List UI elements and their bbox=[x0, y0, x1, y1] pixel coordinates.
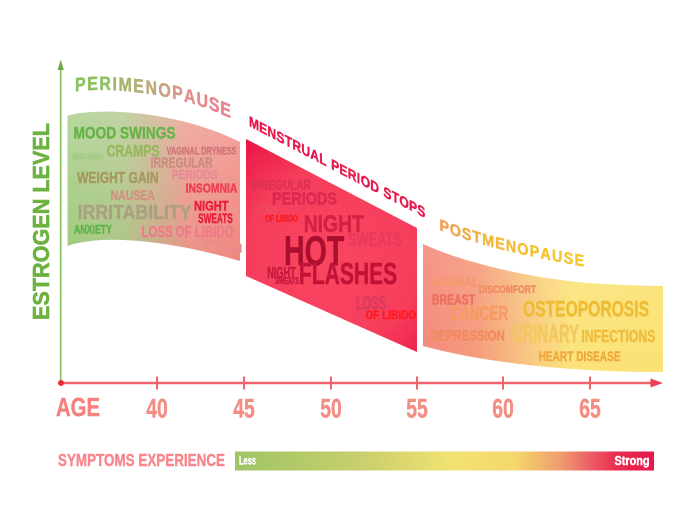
svg-text:O: O bbox=[450, 221, 461, 242]
svg-text:I: I bbox=[357, 170, 360, 188]
svg-text:P: P bbox=[440, 217, 450, 238]
svg-text:CRAMPS: CRAMPS bbox=[107, 143, 160, 161]
svg-text:NIGHT: NIGHT bbox=[194, 199, 229, 214]
svg-text:ANXIETY: ANXIETY bbox=[74, 223, 112, 237]
svg-text:R: R bbox=[348, 165, 357, 186]
svg-text:60: 60 bbox=[492, 393, 514, 423]
svg-text:E: E bbox=[495, 234, 505, 254]
svg-text:SYMPTOMS EXPERIENCE: SYMPTOMS EXPERIENCE bbox=[58, 450, 225, 470]
svg-text:P: P bbox=[331, 156, 339, 177]
svg-text:O: O bbox=[517, 240, 528, 260]
svg-text:Less: Less bbox=[239, 456, 256, 468]
svg-text:S: S bbox=[564, 249, 574, 269]
svg-text:U: U bbox=[197, 88, 209, 113]
svg-text:Strong: Strong bbox=[615, 454, 650, 468]
svg-text:HEART DISEASE: HEART DISEASE bbox=[539, 349, 621, 364]
svg-text:T: T bbox=[392, 188, 400, 209]
svg-text:FLASHES: FLASHES bbox=[299, 257, 397, 291]
svg-text:E: E bbox=[87, 72, 98, 94]
svg-text:LOSS: LOSS bbox=[356, 293, 386, 315]
svg-text:SWEATS: SWEATS bbox=[348, 229, 402, 251]
svg-text:OSTEOPOROSIS: OSTEOPOROSIS bbox=[523, 296, 649, 321]
svg-text:S: S bbox=[383, 184, 391, 205]
svg-text:OF LIBIDO: OF LIBIDO bbox=[366, 310, 417, 322]
svg-text:S: S bbox=[462, 225, 472, 246]
svg-text:M: M bbox=[482, 231, 494, 252]
svg-text:A: A bbox=[540, 245, 550, 265]
svg-text:65: 65 bbox=[579, 393, 601, 423]
svg-text:INFECTIONS: INFECTIONS bbox=[581, 326, 655, 346]
svg-text:P: P bbox=[530, 242, 540, 262]
svg-text:GAIN: GAIN bbox=[216, 243, 242, 255]
svg-text:R: R bbox=[292, 136, 301, 157]
svg-text:BREAST: BREAST bbox=[432, 292, 476, 308]
svg-text:CANCER: CANCER bbox=[450, 302, 508, 325]
svg-text:PERIODS: PERIODS bbox=[172, 168, 218, 182]
svg-text:LOSS: LOSS bbox=[255, 206, 278, 218]
svg-text:R: R bbox=[99, 73, 111, 95]
svg-text:ESTROGEN LEVEL: ESTROGEN LEVEL bbox=[28, 123, 54, 320]
svg-text:E: E bbox=[220, 96, 231, 123]
svg-text:40: 40 bbox=[146, 393, 168, 423]
svg-text:A: A bbox=[184, 84, 196, 109]
svg-text:OF LIBIDO: OF LIBIDO bbox=[265, 214, 298, 224]
svg-text:DISCOMFORT: DISCOMFORT bbox=[479, 284, 537, 296]
svg-text:O: O bbox=[399, 192, 408, 213]
svg-text:50: 50 bbox=[320, 393, 342, 423]
svg-text:INSOMNIA: INSOMNIA bbox=[186, 180, 238, 195]
svg-text:S: S bbox=[276, 128, 284, 149]
svg-text:DEPRESSION: DEPRESSION bbox=[430, 328, 505, 345]
svg-text:P: P bbox=[409, 197, 417, 218]
svg-text:NIGHT: NIGHT bbox=[304, 211, 364, 238]
svg-text:E: E bbox=[133, 75, 144, 98]
svg-text:MOOD SWINGS: MOOD SWINGS bbox=[74, 124, 176, 143]
svg-text:IRRITABILITY: IRRITABILITY bbox=[78, 202, 193, 224]
svg-text:VAGINAL DRYNESS: VAGINAL DRYNESS bbox=[167, 146, 237, 158]
svg-text:E: E bbox=[259, 119, 267, 140]
svg-text:SWEATS: SWEATS bbox=[275, 276, 299, 286]
svg-text:M: M bbox=[119, 73, 132, 96]
svg-text:SWEATS: SWEATS bbox=[198, 211, 233, 226]
svg-text:IRREGULAR: IRREGULAR bbox=[151, 155, 213, 171]
svg-text:AGE: AGE bbox=[56, 392, 100, 422]
svg-text:N: N bbox=[267, 123, 276, 144]
svg-text:INSOMNIA: INSOMNIA bbox=[73, 152, 104, 161]
svg-text:55: 55 bbox=[406, 393, 428, 423]
svg-text:S: S bbox=[209, 92, 220, 117]
svg-text:N: N bbox=[146, 76, 158, 99]
svg-text:U: U bbox=[552, 247, 562, 267]
svg-text:I: I bbox=[113, 73, 117, 95]
svg-text:T: T bbox=[472, 228, 481, 248]
svg-text:T: T bbox=[285, 132, 293, 153]
svg-text:N: N bbox=[506, 237, 516, 257]
svg-text:HOT: HOT bbox=[284, 227, 345, 274]
svg-text:VAGINAL: VAGINAL bbox=[430, 274, 479, 289]
svg-text:WEIGHT: WEIGHT bbox=[202, 240, 219, 246]
svg-text:D: D bbox=[370, 177, 379, 198]
svg-text:P: P bbox=[75, 73, 86, 96]
svg-text:L: L bbox=[319, 150, 327, 171]
svg-text:LOSS OF LIBIDO: LOSS OF LIBIDO bbox=[142, 224, 234, 241]
svg-text:O: O bbox=[361, 172, 370, 193]
svg-text:E: E bbox=[339, 161, 347, 182]
svg-text:WEIGHT GAIN: WEIGHT GAIN bbox=[77, 170, 159, 187]
svg-text:URINARY: URINARY bbox=[512, 320, 579, 348]
svg-text:NAUSEA: NAUSEA bbox=[111, 187, 155, 203]
svg-text:P: P bbox=[172, 81, 183, 105]
svg-text:M: M bbox=[249, 114, 259, 136]
svg-text:45: 45 bbox=[233, 393, 255, 423]
svg-text:IRREGULAR: IRREGULAR bbox=[251, 178, 311, 193]
svg-text:U: U bbox=[301, 141, 310, 162]
svg-text:O: O bbox=[158, 78, 171, 102]
svg-text:A: A bbox=[310, 146, 319, 167]
svg-text:NIGHT: NIGHT bbox=[267, 265, 296, 282]
svg-text:PERIODS: PERIODS bbox=[272, 188, 337, 208]
svg-text:E: E bbox=[575, 251, 585, 271]
svg-text:S: S bbox=[417, 202, 425, 223]
